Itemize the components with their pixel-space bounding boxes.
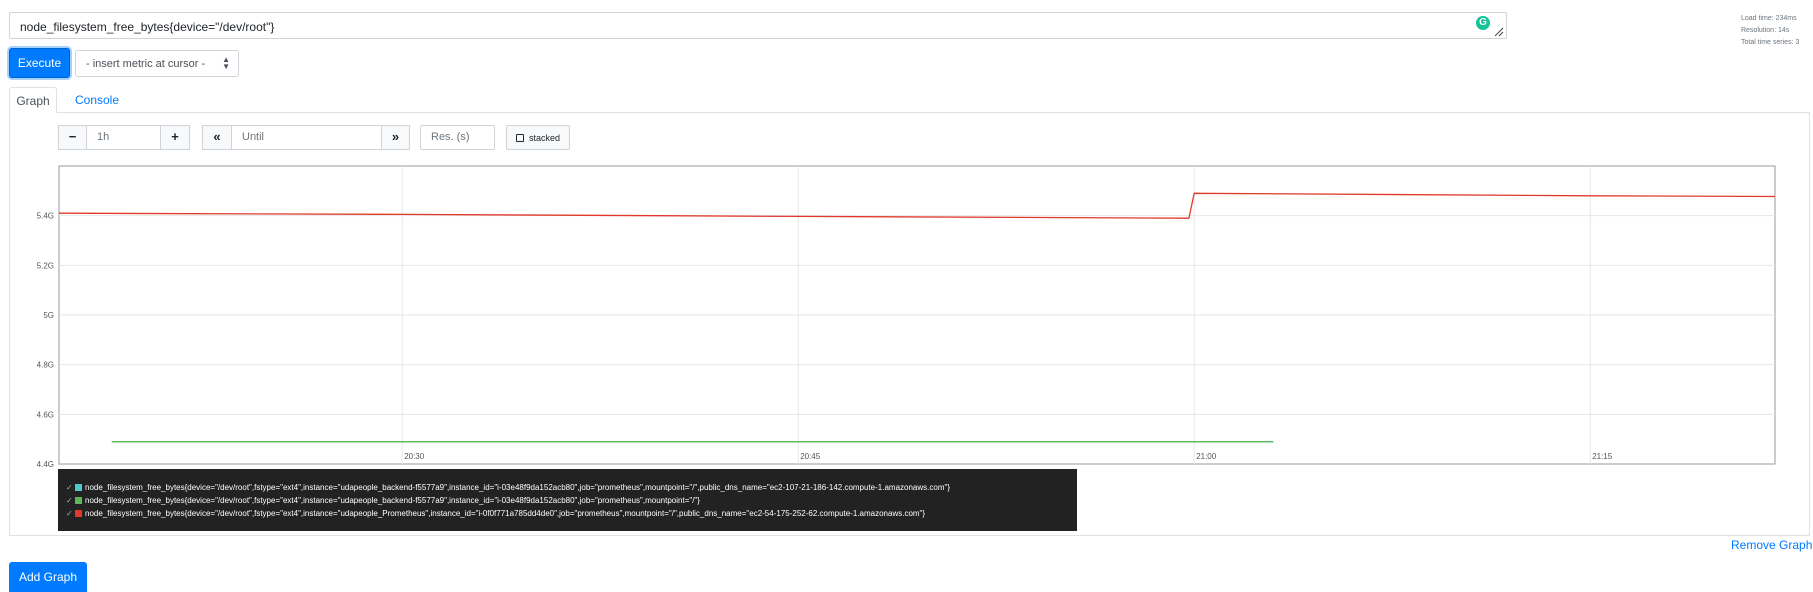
tab-console[interactable]: Console xyxy=(74,93,120,107)
x-tick-label: 21:00 xyxy=(1196,452,1217,461)
stacked-toggle[interactable]: stacked xyxy=(506,125,570,150)
y-tick-label: 4.4G xyxy=(37,460,54,469)
legend-item[interactable]: ✓ node_filesystem_free_bytes{device="/dev… xyxy=(58,507,1077,520)
range-value: 1h xyxy=(97,131,110,143)
expression-input[interactable]: node_filesystem_free_bytes{device="/dev/… xyxy=(9,12,1507,39)
chart-legend: ✓ node_filesystem_free_bytes{device="/dev… xyxy=(58,469,1077,531)
y-tick-label: 5G xyxy=(43,311,54,320)
execute-button[interactable]: Execute xyxy=(9,48,70,78)
add-graph-button[interactable]: Add Graph xyxy=(9,562,87,592)
tab-graph[interactable]: Graph xyxy=(9,87,57,113)
resize-grip-icon[interactable] xyxy=(1494,27,1504,37)
range-increase-button[interactable]: + xyxy=(160,125,190,150)
graph-panel xyxy=(9,112,1810,536)
range-decrease-button[interactable]: − xyxy=(58,125,87,150)
grammarly-icon[interactable]: G xyxy=(1476,16,1490,30)
resolution-placeholder: Res. (s) xyxy=(431,131,470,143)
select-caret-icon: ▲ ▼ xyxy=(222,55,230,71)
x-tick-label: 20:45 xyxy=(800,452,821,461)
insert-metric-select[interactable]: - insert metric at cursor - ▲ ▼ xyxy=(75,50,239,77)
check-icon: ✓ xyxy=(66,509,73,518)
legend-label: node_filesystem_free_bytes{device="/dev/… xyxy=(85,509,926,518)
total-series: Total time series: 3 xyxy=(1741,39,1800,46)
legend-label: node_filesystem_free_bytes{device="/dev/… xyxy=(85,483,950,492)
y-tick-label: 4.8G xyxy=(37,361,54,370)
y-tick-label: 5.4G xyxy=(37,212,54,221)
resolution-stat: Resolution: 14s xyxy=(1741,27,1790,34)
until-placeholder: Until xyxy=(242,131,265,143)
legend-label: node_filesystem_free_bytes{device="/dev/… xyxy=(85,496,700,505)
time-forward-button[interactable]: » xyxy=(381,125,410,150)
x-tick-label: 20:30 xyxy=(404,452,425,461)
query-stats: Load time: 234ms Resolution: 14s Total t… xyxy=(1741,13,1799,49)
y-tick-label: 4.6G xyxy=(37,410,54,419)
series-line-3 xyxy=(58,192,1776,219)
stacked-label: stacked xyxy=(529,133,561,143)
check-icon: ✓ xyxy=(66,496,73,505)
resolution-input[interactable]: Res. (s) xyxy=(420,125,495,150)
expression-text[interactable]: node_filesystem_free_bytes{device="/dev/… xyxy=(20,20,275,34)
time-series-chart[interactable]: 4.4G 4.6G 4.8G 5G 5.2G 5.4G 20:30 20:45 21:00 21:… xyxy=(0,0,1813,470)
legend-item[interactable]: ✓ node_filesystem_free_bytes{device="/dev… xyxy=(58,494,1077,507)
legend-item[interactable]: ✓ node_filesystem_free_bytes{device="/dev… xyxy=(58,481,1077,494)
load-time: Load time: 234ms xyxy=(1741,15,1797,22)
series-swatch xyxy=(75,510,82,517)
remove-graph-link[interactable]: Remove Graph xyxy=(1731,538,1813,552)
check-icon: ✓ xyxy=(66,483,73,492)
series-swatch xyxy=(75,484,82,491)
y-tick-label: 5.2G xyxy=(37,261,54,270)
x-tick-label: 21:15 xyxy=(1592,452,1613,461)
checkbox-icon xyxy=(516,134,524,142)
insert-metric-label: - insert metric at cursor - xyxy=(86,58,206,70)
series-swatch xyxy=(75,497,82,504)
time-back-button[interactable]: « xyxy=(202,125,232,150)
until-input[interactable]: Until xyxy=(231,125,382,150)
